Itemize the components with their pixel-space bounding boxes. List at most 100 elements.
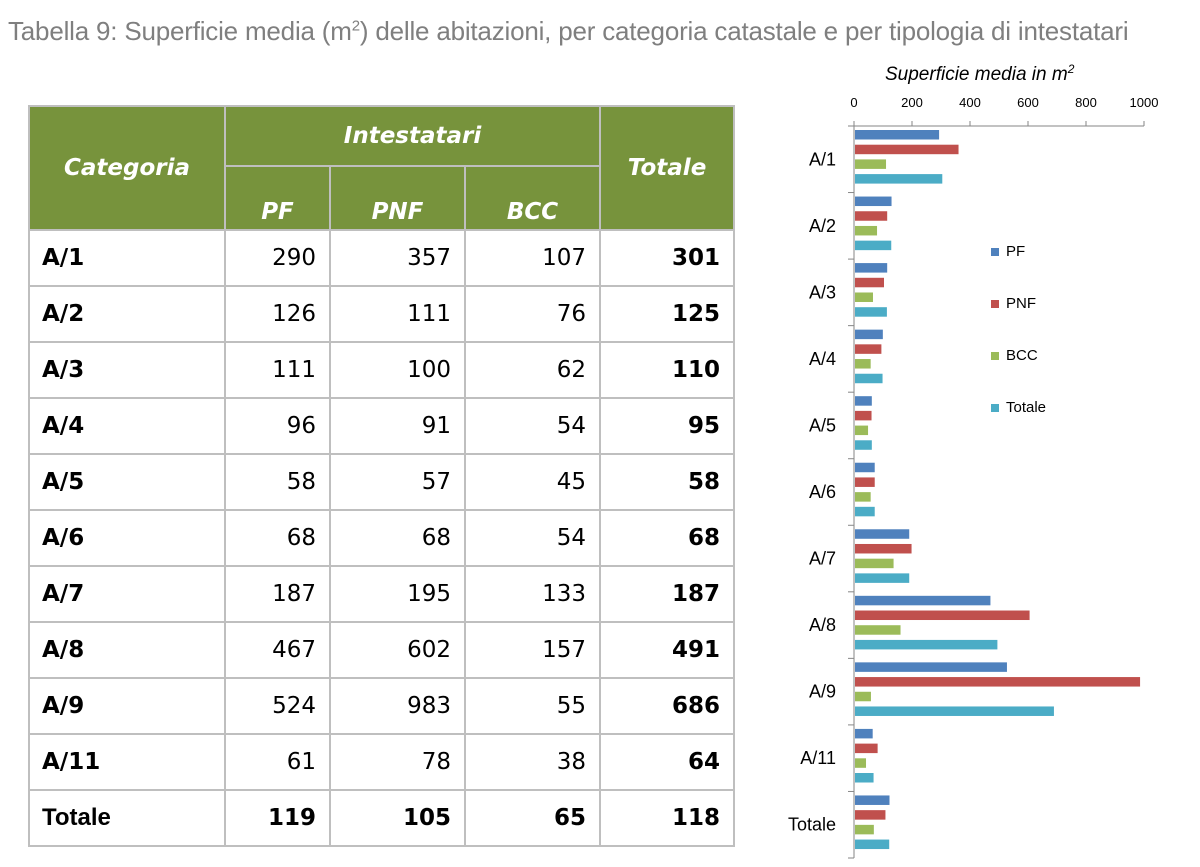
table-row: A/6 68 68 54 68 [28,509,736,567]
x-tick-label: 200 [901,95,923,110]
table-row: Totale 119 105 65 118 [28,789,736,847]
cell-pf: 467 [224,621,331,679]
cell-pnf: 78 [329,733,466,791]
header-pf: PF [224,165,331,231]
category-label: A/4 [809,349,836,369]
cell-bcc: 76 [463,285,602,343]
category-label: A/8 [809,615,836,635]
header-row: Categoria Intestatari Totale [28,105,736,231]
bar-totale [855,706,1054,716]
legend-label-totale: Totale [1006,399,1046,416]
cell-bcc: 55 [463,677,602,735]
header-pnf: PNF [329,165,466,231]
row-category: A/8 [28,621,226,679]
subheader-row: PF PNF BCC [29,165,734,231]
cell-pnf: 195 [329,565,466,623]
x-tick-label: 1000 [1130,95,1159,110]
table-row: A/8 467 602 157 491 [28,621,736,679]
legend-swatch-bcc [991,352,999,360]
cell-totale: 301 [599,229,736,287]
table-row: A/3 111 100 62 110 [28,341,736,399]
cell-pf: 68 [224,509,331,567]
cell-pf: 290 [224,229,331,287]
cell-pf: 524 [224,677,331,735]
cell-totale: 491 [599,621,736,679]
bar-totale [855,307,887,317]
category-label: A/2 [809,216,836,236]
cell-pf: 96 [224,397,331,455]
cell-totale: 187 [599,565,736,623]
bar-bcc [855,558,894,569]
table-row: A/11 61 78 38 64 [28,733,736,791]
bar-pnf [855,410,872,421]
header-categoria: Categoria [28,105,226,231]
cell-pf: 58 [224,453,331,511]
bar-pf [855,595,991,606]
bar-bcc [855,492,871,502]
bar-bcc [855,425,869,436]
bar-bcc [855,292,873,302]
cell-pnf: 57 [329,453,466,511]
title-text-end: ) delle abitazioni, per categoria catast… [359,16,1129,46]
cell-pf: 187 [224,565,331,623]
x-tick-label: 0 [850,95,857,110]
bar-totale [855,174,943,184]
bar-bcc [855,625,901,635]
bar-pf [855,329,883,340]
cell-pnf: 983 [329,677,466,735]
axis-title: Superficie media in m2 [885,62,1075,85]
bar-pnf [855,610,1030,621]
category-label: A/6 [809,482,836,502]
legend-label-bcc: BCC [1006,347,1038,364]
x-tick-label: 800 [1075,95,1097,110]
cell-pf: 61 [224,733,331,791]
row-category: A/2 [28,285,226,343]
x-tick-label: 600 [1017,95,1039,110]
cell-pf: 126 [224,285,331,343]
category-label: A/3 [809,282,836,302]
category-label: A/9 [809,682,836,702]
cell-pnf: 68 [329,509,466,567]
cell-pnf: 105 [329,789,466,847]
cell-totale: 110 [599,341,736,399]
bar-pf [855,130,940,140]
row-category: A/3 [28,341,226,399]
legend-swatch-totale [991,404,999,412]
bar-pnf [855,344,882,354]
category-label: A/7 [809,549,836,569]
bar-pf [855,196,892,207]
row-category: A/1 [28,229,226,287]
category-label: Totale [788,815,836,835]
bar-pnf [855,211,888,221]
cell-totale: 95 [599,397,736,455]
bar-pnf [855,677,1141,687]
cell-bcc: 157 [463,621,602,679]
legend-swatch-pnf [991,300,999,308]
cell-bcc: 54 [463,397,602,455]
table-row: A/2 126 111 76 125 [28,285,736,343]
cell-totale: 68 [599,509,736,567]
cell-pnf: 602 [329,621,466,679]
cell-bcc: 62 [463,341,602,399]
x-tick-label: 400 [959,95,981,110]
legend-label-pf: PF [1006,243,1025,260]
cell-totale: 118 [599,789,736,847]
row-category: A/6 [28,509,226,567]
data-table: Categoria Intestatari Totale PF PNF BCC … [28,105,736,847]
category-label: A/1 [809,149,836,169]
bar-totale [855,373,883,384]
bar-totale [855,839,890,850]
row-category: A/4 [28,397,226,455]
row-category: A/9 [28,677,226,735]
bar-pnf [855,543,912,554]
cell-pnf: 111 [329,285,466,343]
cell-bcc: 45 [463,453,602,511]
bar-totale [855,240,892,251]
bar-pnf [855,743,878,754]
table-row: A/9 524 983 55 686 [28,677,736,735]
bar-totale [855,506,875,517]
bar-pnf [855,810,886,820]
cell-bcc: 133 [463,565,602,623]
cell-pnf: 91 [329,397,466,455]
bar-pf [855,662,1007,672]
